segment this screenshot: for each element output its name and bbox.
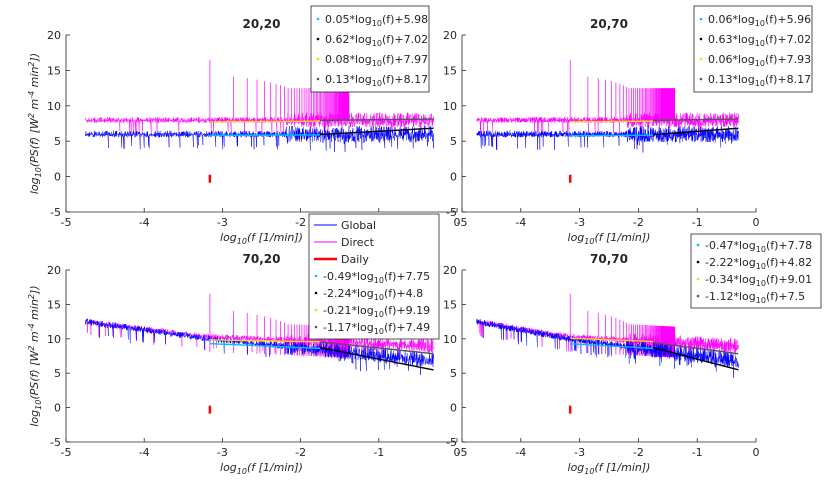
x-tick-label: -2 <box>295 216 306 229</box>
y-tick-label: 5 <box>54 367 61 380</box>
y-tick-label: 0 <box>54 402 61 415</box>
legend-swatch-fit <box>315 309 318 312</box>
x-tick-label: -2 <box>633 216 644 229</box>
y-tick-label: -5 <box>446 206 457 219</box>
y-tick-label: 15 <box>47 298 61 311</box>
y-tick-label: 10 <box>443 100 457 113</box>
x-axis-label: log10(f [1/min]) <box>568 231 651 246</box>
legend-swatch-fit <box>317 58 320 61</box>
x-tick-label: -2 <box>633 446 644 459</box>
x-tick-label: -5 <box>457 446 468 459</box>
legend-label-direct: Direct <box>341 236 375 249</box>
y-axis-label: log10(PS(f) [W2 m-4 min2]) <box>27 285 43 426</box>
fit-line-3 <box>210 121 320 122</box>
legend-swatch-fit <box>315 326 318 329</box>
legend-label-daily: Daily <box>341 253 369 266</box>
x-tick-label: -4 <box>139 216 150 229</box>
x-axis-label: log10(f [1/min]) <box>568 461 651 476</box>
y-tick-label: 20 <box>443 29 457 42</box>
legend-swatch-fit <box>317 38 320 41</box>
legend-label-fit-4: -1.12*log10(f)+7.5 <box>705 290 805 305</box>
x-tick-label: 0 <box>753 446 760 459</box>
series-global <box>86 126 434 152</box>
panel-4: -5 0 5 10 15 20 -5 -4 -3 -2 -1 0 70,70 log10(f [1/min… <box>443 234 821 476</box>
x-tick-label: -3 <box>574 216 585 229</box>
legend-swatch-fit <box>317 18 320 21</box>
y-tick-label: 15 <box>443 64 457 77</box>
legend-swatch-fit <box>697 244 700 247</box>
x-tick-label: -1 <box>692 216 703 229</box>
y-tick-label: 20 <box>47 264 61 277</box>
x-tick-label: -3 <box>574 446 585 459</box>
legend-swatch-fit <box>700 38 703 41</box>
legend: GlobalDirectDaily-0.49*log10(f)+7.75-2.2… <box>309 214 439 339</box>
x-tick-label: -5 <box>457 216 468 229</box>
y-tick-label: -5 <box>446 436 457 449</box>
legend-label-fit-2: -2.24*log10(f)+4.8 <box>323 287 423 302</box>
legend-swatch-fit <box>697 278 700 281</box>
legend-swatch-fit <box>700 18 703 21</box>
x-tick-label: -4 <box>515 446 526 459</box>
chart-title: 70,20 <box>243 252 281 266</box>
legend-swatch-fit <box>315 292 318 295</box>
x-tick-label: -1 <box>692 446 703 459</box>
legend-label-global: Global <box>341 219 376 232</box>
panel-3: -5 0 5 10 15 20 -5 -4 -3 -2 -1 0 70,20 log10(f [1/min… <box>27 214 461 476</box>
y-tick-label: 5 <box>54 135 61 148</box>
legend-swatch-fit <box>697 261 700 264</box>
x-tick-label: -5 <box>61 216 72 229</box>
x-axis-label: log10(f [1/min]) <box>220 231 303 246</box>
y-tick-label: 0 <box>450 402 457 415</box>
legend-swatch-fit <box>315 275 318 278</box>
y-tick-label: 0 <box>54 171 61 184</box>
y-tick-label: -5 <box>50 436 61 449</box>
series-direct-harmonics <box>570 60 675 120</box>
chart-title: 70,70 <box>590 252 628 266</box>
fit-line-1 <box>570 135 653 136</box>
x-tick-label: -4 <box>515 216 526 229</box>
y-tick-label: 10 <box>47 100 61 113</box>
y-tick-label: 20 <box>47 29 61 42</box>
y-tick-label: 5 <box>450 135 457 148</box>
legend-swatch-fit <box>700 58 703 61</box>
x-tick-label: -3 <box>217 216 228 229</box>
chart-title: 20,70 <box>590 17 628 31</box>
x-tick-label: -5 <box>61 446 72 459</box>
x-tick-label: -1 <box>373 446 384 459</box>
y-tick-label: -5 <box>50 206 61 219</box>
y-tick-label: 5 <box>450 367 457 380</box>
x-tick-label: 0 <box>753 216 760 229</box>
y-axis-label: log10(PS(f) [W2 m-4 min2]) <box>27 53 43 194</box>
legend-swatch-fit <box>317 78 320 81</box>
legend-swatch-fit <box>697 295 700 298</box>
chart-title: 20,20 <box>243 17 281 31</box>
fit-line-3 <box>570 121 653 122</box>
x-tick-label: -2 <box>295 446 306 459</box>
legend: 0.06*log10(f)+5.960.63*log10(f)+7.020.06… <box>694 6 812 92</box>
y-tick-label: 15 <box>47 64 61 77</box>
y-tick-label: 0 <box>450 171 457 184</box>
y-tick-label: 10 <box>443 333 457 346</box>
y-tick-label: 10 <box>47 333 61 346</box>
x-axis-label: log10(f [1/min]) <box>220 461 303 476</box>
y-tick-label: 20 <box>443 264 457 277</box>
legend: -0.47*log10(f)+7.78-2.22*log10(f)+4.82-0… <box>691 234 821 308</box>
legend-swatch-fit <box>700 78 703 81</box>
x-tick-label: -3 <box>217 446 228 459</box>
y-tick-label: 15 <box>443 298 457 311</box>
x-tick-label: -4 <box>139 446 150 459</box>
legend: 0.05*log10(f)+5.980.62*log10(f)+7.020.08… <box>311 6 429 92</box>
panel-2: -5 0 5 10 15 20 -5 -4 -3 -2 -1 0 20,70 log10(f [1/min… <box>443 6 812 246</box>
